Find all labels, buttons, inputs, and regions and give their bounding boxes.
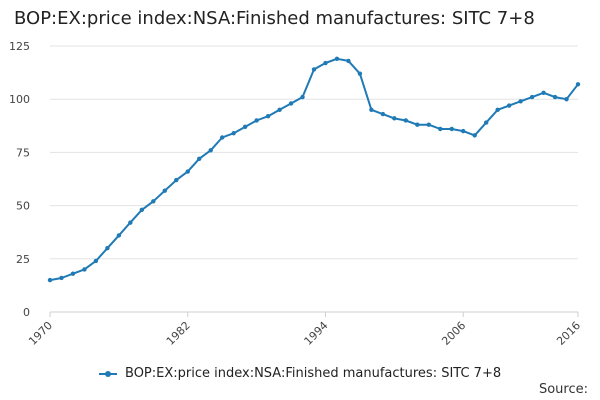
legend[interactable]: BOP:EX:price index:NSA:Finished manufact… (0, 366, 600, 381)
data-point[interactable] (346, 58, 351, 64)
x-axis-ticks: 1970 1982 1994 2006 2016 (26, 312, 583, 348)
chart-title: BOP:EX:price index:NSA:Finished manufact… (14, 8, 535, 29)
data-point[interactable] (219, 135, 225, 140)
data-point[interactable] (197, 156, 202, 161)
series-group (47, 56, 581, 283)
data-point[interactable] (128, 220, 133, 225)
data-point[interactable] (461, 128, 466, 134)
series-line (49, 57, 579, 282)
data-point[interactable] (105, 245, 110, 251)
data-point[interactable] (449, 126, 454, 132)
data-point[interactable] (403, 118, 409, 123)
data-point[interactable] (254, 118, 259, 123)
data-point[interactable] (575, 82, 581, 87)
gridlines (50, 45, 578, 260)
y-tick-label: 100 (9, 93, 30, 106)
legend-swatch (98, 370, 117, 377)
data-point[interactable] (70, 271, 76, 276)
y-axis-ticks: 0 25 50 75 100 125 (9, 40, 30, 319)
data-point[interactable] (311, 67, 317, 72)
data-point[interactable] (369, 107, 374, 113)
x-tick-label: 1982 (164, 319, 193, 348)
data-point[interactable] (185, 169, 190, 174)
x-tick-label: 2016 (554, 319, 583, 348)
x-tick-label: 1994 (302, 319, 331, 348)
data-point[interactable] (116, 233, 122, 238)
data-point[interactable] (82, 267, 87, 272)
data-point[interactable] (518, 99, 523, 104)
y-tick-label: 125 (9, 40, 30, 53)
data-point[interactable] (472, 133, 477, 138)
data-point[interactable] (552, 94, 558, 100)
y-tick-label: 25 (16, 253, 30, 266)
data-point[interactable] (438, 126, 443, 132)
data-point[interactable] (300, 94, 305, 100)
y-tick-label: 75 (16, 146, 30, 159)
data-point[interactable] (415, 122, 420, 127)
data-point[interactable] (174, 177, 179, 183)
data-point[interactable] (47, 277, 53, 283)
data-point[interactable] (529, 94, 535, 100)
data-point[interactable] (231, 131, 236, 136)
data-point[interactable] (288, 101, 294, 106)
data-point[interactable] (334, 56, 340, 61)
data-point[interactable] (392, 116, 397, 121)
data-point[interactable] (380, 111, 386, 117)
data-point[interactable] (277, 107, 282, 113)
data-point[interactable] (483, 120, 489, 125)
x-tick-label: 1970 (26, 319, 55, 348)
source-label: Source: (538, 382, 588, 397)
x-tick-label: 2006 (439, 319, 468, 348)
data-point[interactable] (151, 199, 156, 204)
data-point[interactable] (495, 107, 500, 113)
data-point[interactable] (242, 124, 248, 130)
data-point[interactable] (139, 207, 145, 213)
y-tick-label: 0 (23, 306, 30, 319)
data-point[interactable] (59, 275, 64, 281)
data-point[interactable] (541, 90, 546, 96)
data-point[interactable] (357, 71, 363, 76)
legend-label: BOP:EX:price index:NSA:Finished manufact… (125, 366, 502, 381)
data-point[interactable] (265, 114, 271, 119)
y-tick-label: 50 (16, 200, 30, 213)
data-point[interactable] (564, 97, 569, 102)
data-point[interactable] (426, 122, 431, 127)
data-point[interactable] (162, 188, 167, 193)
data-point[interactable] (323, 60, 328, 66)
data-point[interactable] (93, 258, 99, 264)
data-point[interactable] (208, 148, 213, 153)
data-point[interactable] (506, 103, 512, 108)
